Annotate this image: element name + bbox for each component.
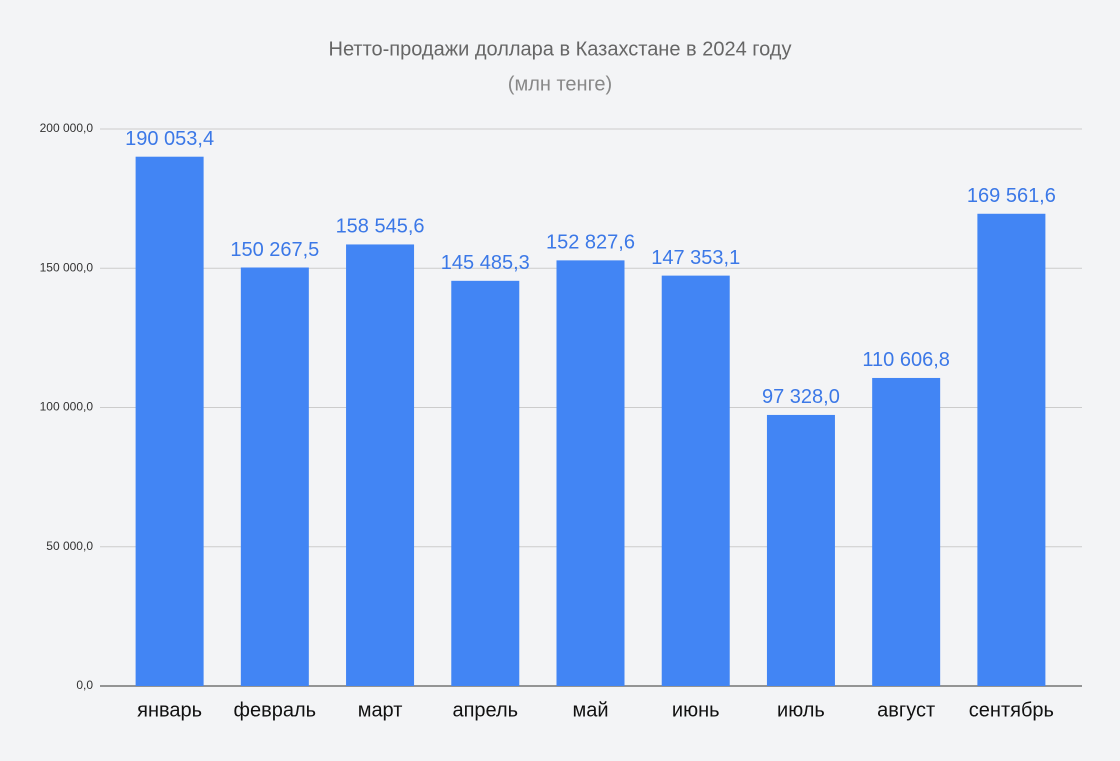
bar (661, 275, 730, 686)
value-label: 169 561,6 (967, 185, 1056, 207)
value-label: 145 485,3 (441, 252, 530, 274)
value-label: 158 545,6 (336, 216, 425, 238)
y-tick-label: 200 000,0 (40, 121, 94, 135)
bar (240, 267, 309, 686)
bar (766, 414, 835, 686)
x-tick-label: январь (137, 699, 202, 721)
bar (451, 280, 520, 686)
bar (346, 244, 415, 686)
x-tick-label: май (572, 699, 608, 721)
value-label: 97 328,0 (762, 386, 840, 408)
value-label: 147 353,1 (651, 247, 740, 269)
value-label: 150 267,5 (230, 239, 319, 261)
x-tick-label: сентябрь (969, 699, 1054, 721)
x-tick-label: август (877, 699, 935, 721)
x-tick-label: июнь (672, 699, 720, 721)
y-tick-label: 100 000,0 (40, 400, 94, 414)
chart-subtitle: (млн тенге) (508, 73, 612, 95)
x-tick-label: март (358, 699, 403, 721)
y-tick-label: 0,0 (76, 678, 93, 692)
y-tick-label: 150 000,0 (40, 260, 94, 274)
bar (977, 213, 1046, 687)
value-label: 110 606,8 (862, 349, 950, 371)
value-label: 190 053,4 (125, 128, 214, 150)
bar (556, 260, 625, 686)
value-label: 152 827,6 (546, 232, 635, 254)
x-tick-label: июль (777, 699, 825, 721)
x-tick-label: апрель (452, 699, 518, 721)
x-tick-label: февраль (234, 699, 317, 721)
chart-title: Нетто-продажи доллара в Казахстане в 202… (329, 38, 792, 60)
bar (135, 156, 204, 686)
bar (872, 377, 941, 686)
y-tick-label: 50 000,0 (46, 539, 93, 553)
